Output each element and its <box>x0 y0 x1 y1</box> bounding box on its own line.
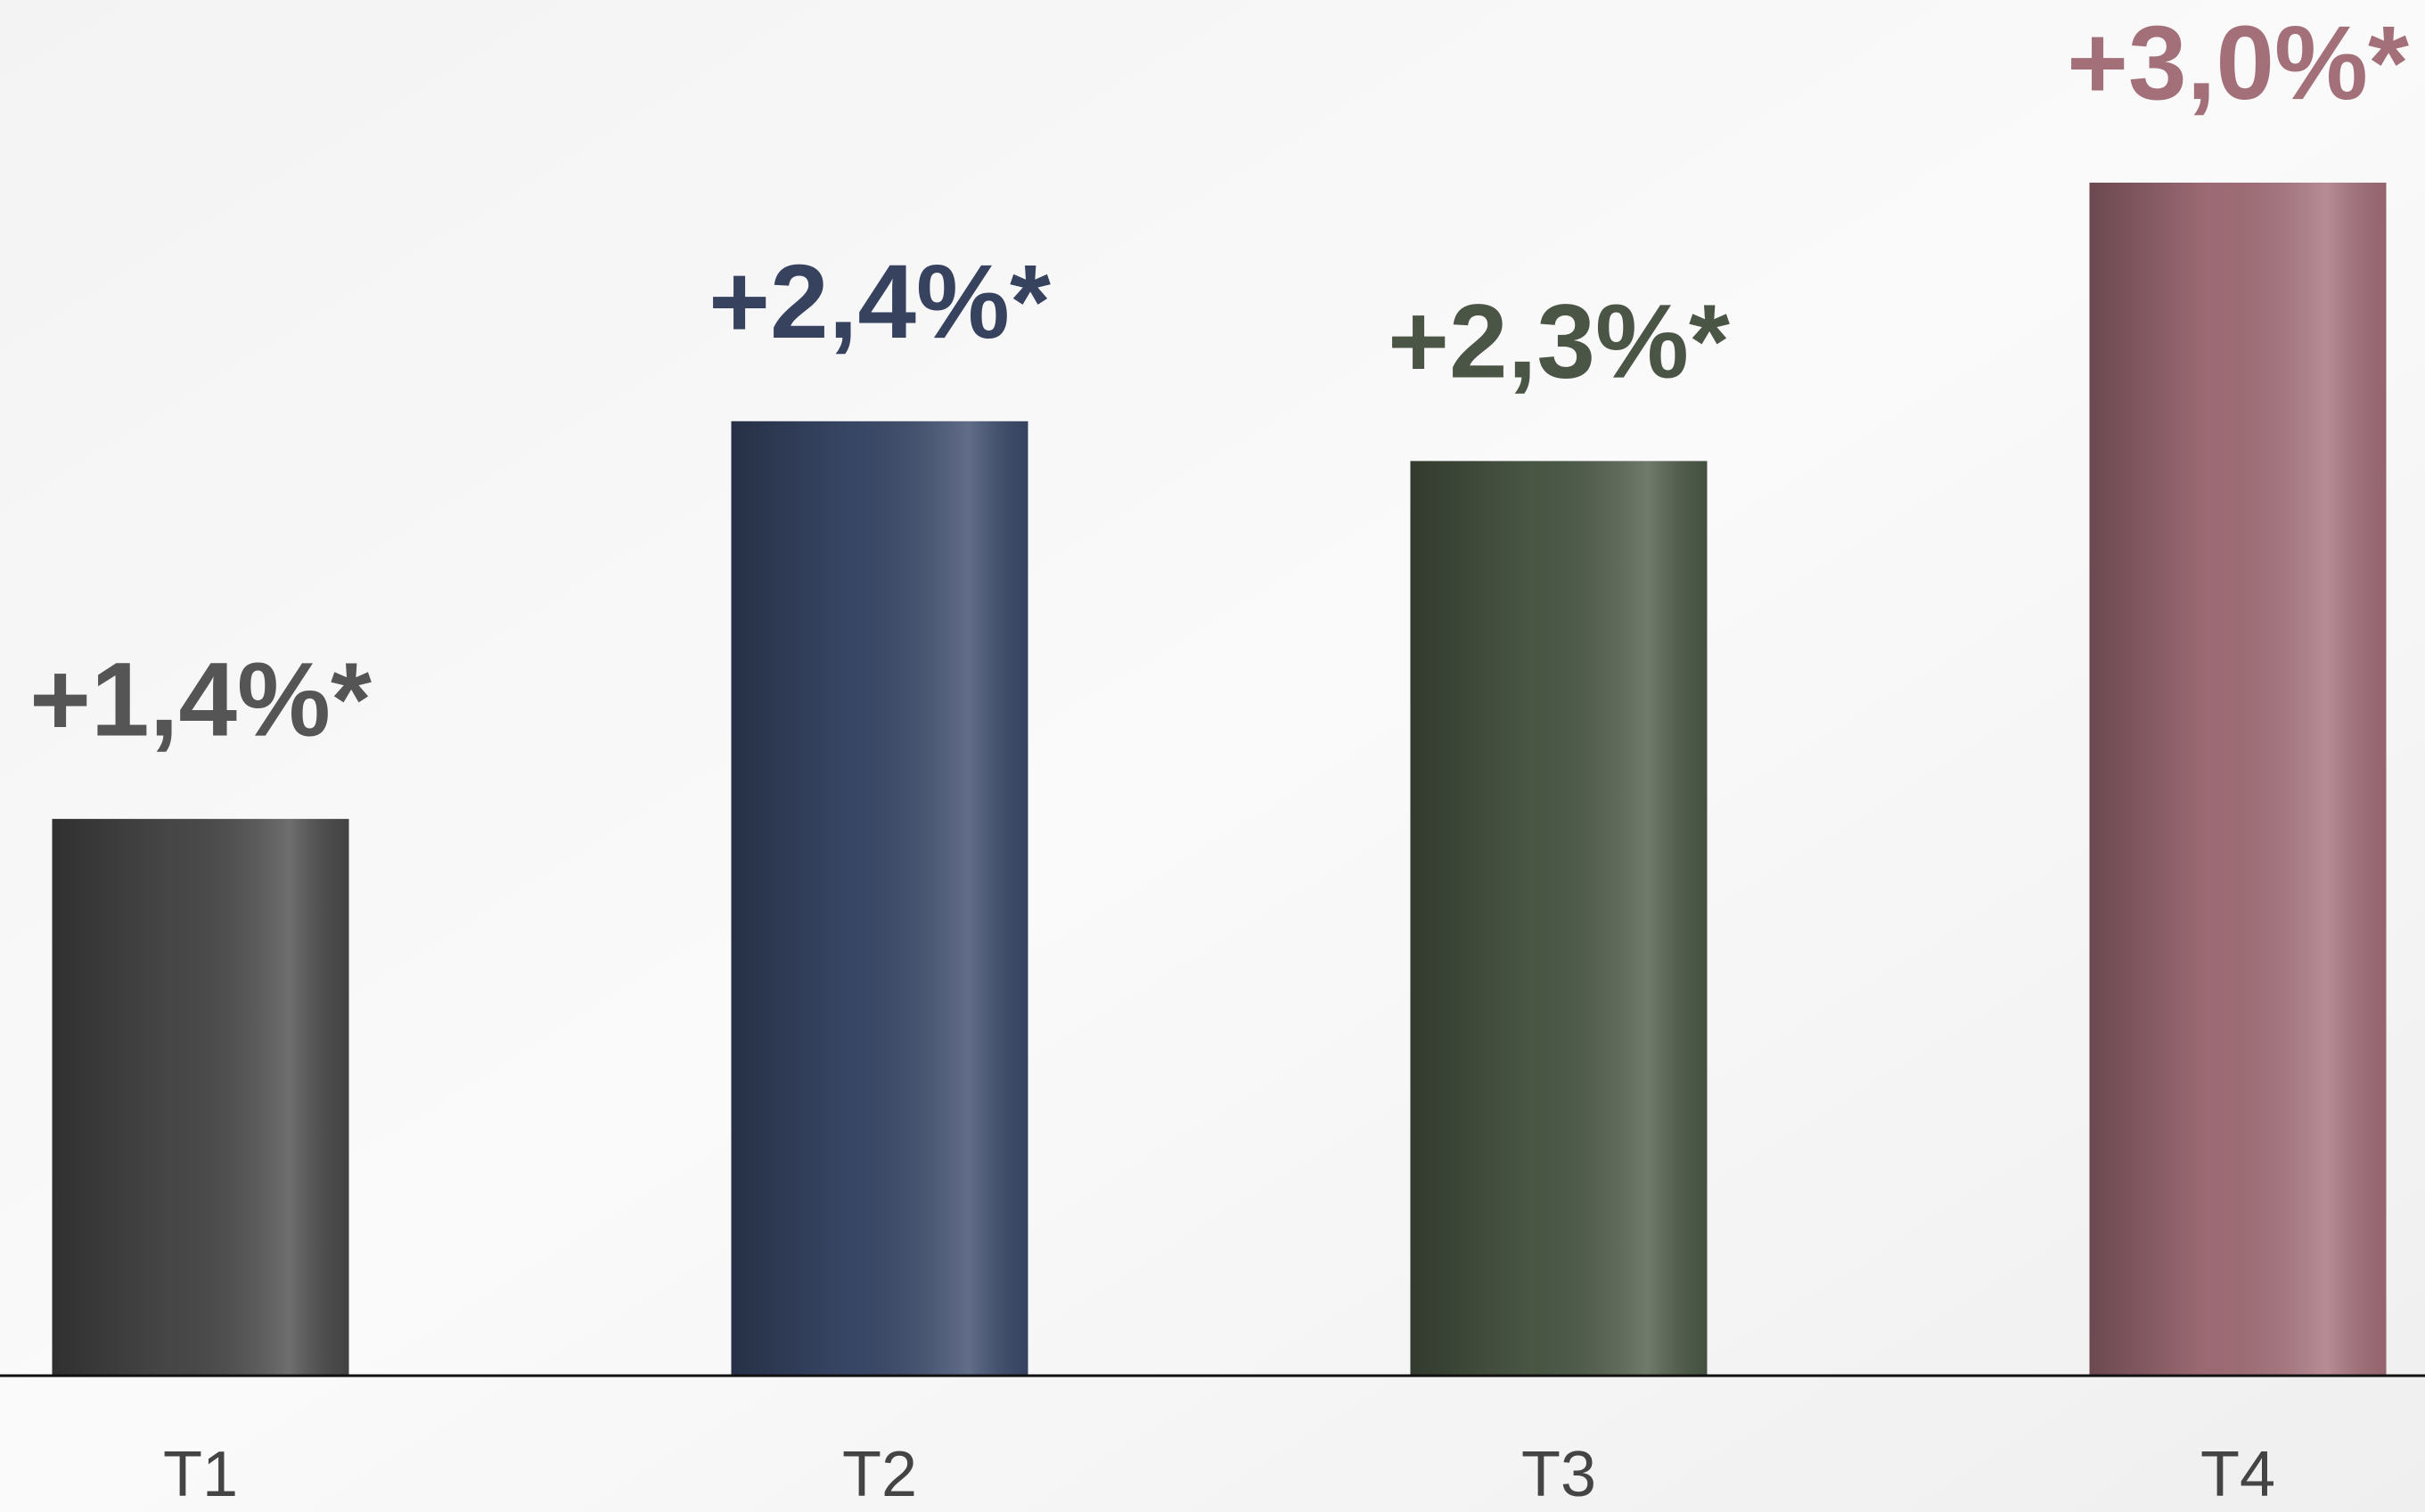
x-tick-label: T2 <box>842 1439 917 1510</box>
x-tick-label: T4 <box>2200 1439 2275 1510</box>
value-label: +3,0%* <box>2067 4 2409 122</box>
bar-shading <box>2089 183 2387 1376</box>
value-label: +2,3%* <box>1388 283 1730 401</box>
bar-shading <box>731 421 1028 1376</box>
value-label: +2,4%* <box>709 243 1051 361</box>
x-tick-label: T1 <box>163 1439 238 1510</box>
bar-shading <box>1410 461 1708 1376</box>
x-tick-label: T3 <box>1521 1439 1596 1510</box>
bar-shading <box>52 819 349 1376</box>
value-label: +1,4%* <box>29 641 372 758</box>
